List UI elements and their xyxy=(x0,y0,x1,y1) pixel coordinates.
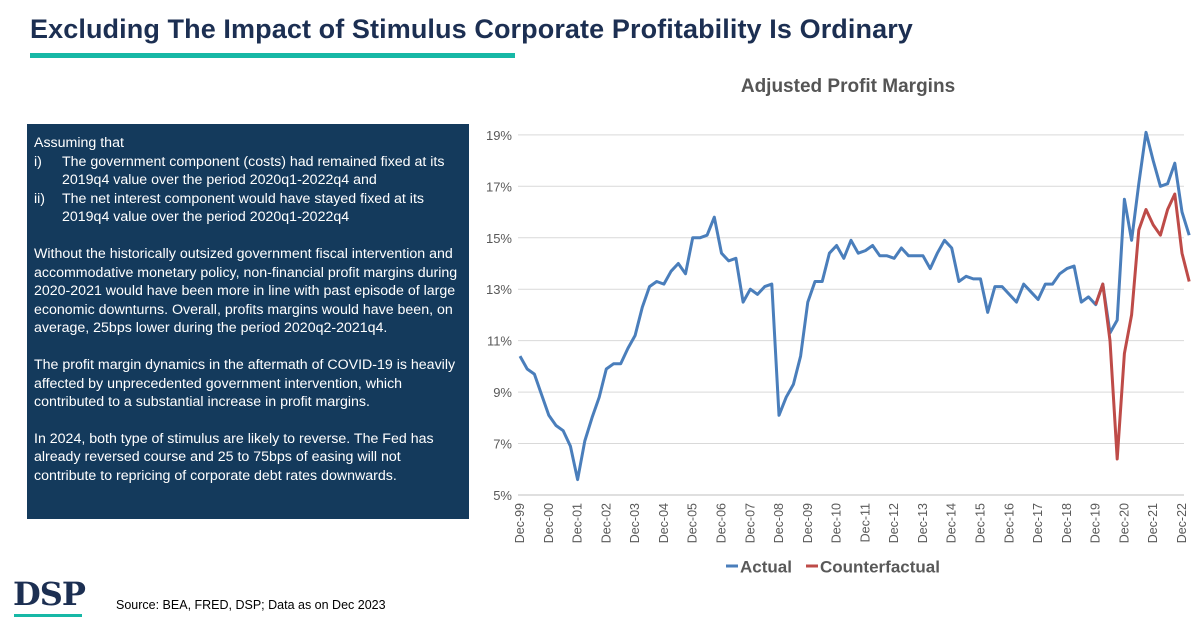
y-tick-label: 15% xyxy=(486,231,512,246)
x-tick-label: Dec-07 xyxy=(743,503,757,543)
chart-legend: Actual Counterfactual xyxy=(726,558,940,577)
commentary-paragraph: Without the historically outsized govern… xyxy=(34,245,458,337)
y-axis-ticks: 5% 7% 9% 11% 13% 15% 17% 19% xyxy=(486,128,512,503)
assumption-number: i) xyxy=(34,153,42,170)
assumption-number: ii) xyxy=(34,190,46,207)
y-tick-label: 13% xyxy=(486,282,512,297)
y-tick-label: 11% xyxy=(487,334,512,349)
legend-label-counterfactual: Counterfactual xyxy=(820,558,940,577)
commentary-paragraph: In 2024, both type of stimulus are likel… xyxy=(34,430,434,484)
x-tick-label: Dec-11 xyxy=(858,503,872,542)
x-tick-label: Dec-22 xyxy=(1175,503,1189,543)
assumption-item: ii) The net interest component would hav… xyxy=(34,190,461,227)
y-tick-label: 9% xyxy=(493,385,512,400)
x-tick-label: Dec-21 xyxy=(1146,503,1160,543)
assumption-intro: Assuming that xyxy=(34,135,124,151)
dsp-logo: DSP xyxy=(13,575,86,613)
x-tick-label: Dec-10 xyxy=(830,503,844,543)
legend-label-actual: Actual xyxy=(740,558,792,577)
x-tick-label: Dec-19 xyxy=(1089,503,1103,543)
assumption-text: The government component (costs) had rem… xyxy=(62,153,445,189)
profit-margin-chart: Adjusted Profit Margins 5% 7% 9% 11% 13% 15% 1… xyxy=(486,76,1191,577)
source-note: Source: BEA, FRED, DSP; Data as on Dec 2… xyxy=(116,598,386,612)
commentary-box: Assuming that i) The government componen… xyxy=(27,124,469,519)
x-tick-label: Dec-20 xyxy=(1117,503,1131,543)
x-tick-label: Dec-09 xyxy=(801,503,815,543)
x-tick-label: Dec-14 xyxy=(945,503,959,543)
y-tick-label: 19% xyxy=(486,128,512,143)
x-axis-ticks: Dec-99 Dec-00 Dec-01 Dec-02 Dec-03 Dec-04 Dec-… xyxy=(513,503,1189,543)
x-tick-label: Dec-03 xyxy=(628,503,642,543)
series-line-actual xyxy=(518,130,1191,482)
y-tick-label: 17% xyxy=(486,179,512,194)
x-tick-label: Dec-04 xyxy=(657,503,671,543)
series-lines xyxy=(518,130,1191,482)
chart-title: Adjusted Profit Margins xyxy=(741,76,955,97)
y-tick-label: 5% xyxy=(493,488,512,503)
x-tick-label: Dec-15 xyxy=(974,503,988,543)
x-tick-label: Dec-01 xyxy=(571,503,585,543)
y-tick-label: 7% xyxy=(493,437,512,452)
x-tick-label: Dec-02 xyxy=(599,503,613,543)
commentary-paragraph: The profit margin dynamics in the afterm… xyxy=(34,356,456,411)
assumption-text: The net interest component would have st… xyxy=(62,190,424,226)
gridlines xyxy=(518,134,1184,496)
x-tick-label: Dec-08 xyxy=(772,503,786,543)
series-line-counterfactual xyxy=(1094,192,1191,461)
x-tick-label: Dec-17 xyxy=(1031,503,1045,543)
logo-underline xyxy=(14,614,82,617)
x-tick-label: Dec-00 xyxy=(542,503,556,543)
slide-title: Excluding The Impact of Stimulus Corpora… xyxy=(30,14,913,44)
assumption-item: i) The government component (costs) had … xyxy=(34,153,461,190)
title-underline xyxy=(30,53,515,58)
x-tick-label: Dec-05 xyxy=(686,503,700,543)
x-tick-label: Dec-06 xyxy=(714,503,728,543)
x-tick-label: Dec-12 xyxy=(887,503,901,543)
x-tick-label: Dec-16 xyxy=(1002,503,1016,543)
x-tick-label: Dec-13 xyxy=(916,503,930,543)
x-tick-label: Dec-18 xyxy=(1060,503,1074,543)
x-tick-label: Dec-99 xyxy=(513,503,527,543)
